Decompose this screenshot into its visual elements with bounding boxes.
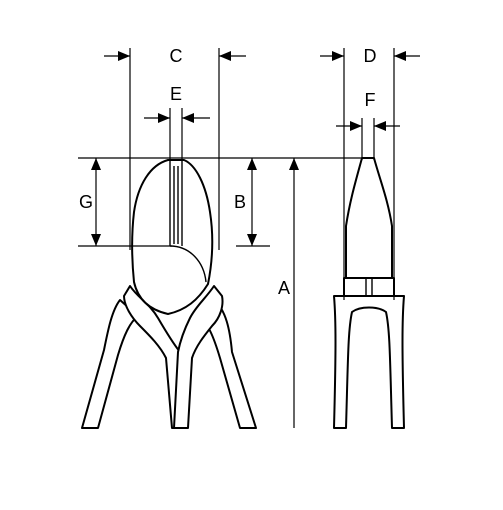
dimension-lines bbox=[78, 48, 420, 428]
dimension-labels: C E G B A D F bbox=[79, 46, 377, 298]
label-a: A bbox=[278, 278, 290, 298]
label-g: G bbox=[79, 192, 93, 212]
pivot-joint-right bbox=[173, 285, 224, 429]
side-tip bbox=[345, 157, 393, 279]
pliers-side-view bbox=[333, 157, 405, 429]
label-c: C bbox=[170, 46, 183, 66]
label-b: B bbox=[234, 192, 246, 212]
label-f: F bbox=[365, 90, 376, 110]
side-handles bbox=[333, 295, 405, 429]
jaw-shoulder bbox=[169, 245, 207, 283]
pivot-joint bbox=[123, 285, 187, 429]
left-handle bbox=[81, 299, 139, 429]
label-d: D bbox=[364, 46, 377, 66]
label-e: E bbox=[170, 84, 182, 104]
jaw-body bbox=[131, 159, 214, 315]
pliers-front-view bbox=[81, 159, 257, 429]
